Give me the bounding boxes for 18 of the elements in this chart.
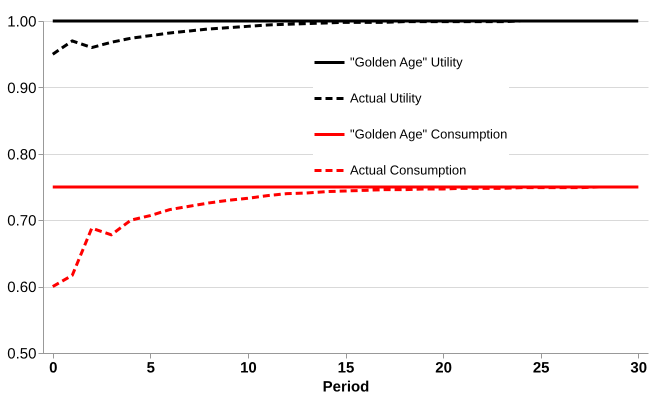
x-tick-label: 5 [146, 360, 156, 376]
x-tick-label: 10 [240, 360, 257, 376]
x-tick-label: 0 [49, 360, 58, 376]
legend-label: Actual Consumption [350, 162, 466, 178]
legend-label: Actual Utility [350, 90, 422, 106]
y-tick-label: 0.60 [7, 279, 36, 296]
legend-label: "Golden Age" Utility [350, 54, 464, 70]
y-tick-label: 0.70 [7, 212, 36, 230]
x-tick-label: 30 [630, 360, 648, 376]
y-tick-label: 0.80 [7, 146, 36, 164]
y-tick-label: 0.50 [7, 346, 36, 362]
x-tick-label: 25 [532, 360, 550, 376]
x-tick-label: 20 [435, 360, 452, 376]
legend-label: "Golden Age" Consumption [350, 126, 508, 142]
y-tick-label: 1.00 [7, 14, 36, 30]
x-axis-title: Period [322, 378, 370, 396]
x-tick-label: 15 [338, 360, 354, 376]
y-tick-label: 0.90 [7, 80, 36, 97]
